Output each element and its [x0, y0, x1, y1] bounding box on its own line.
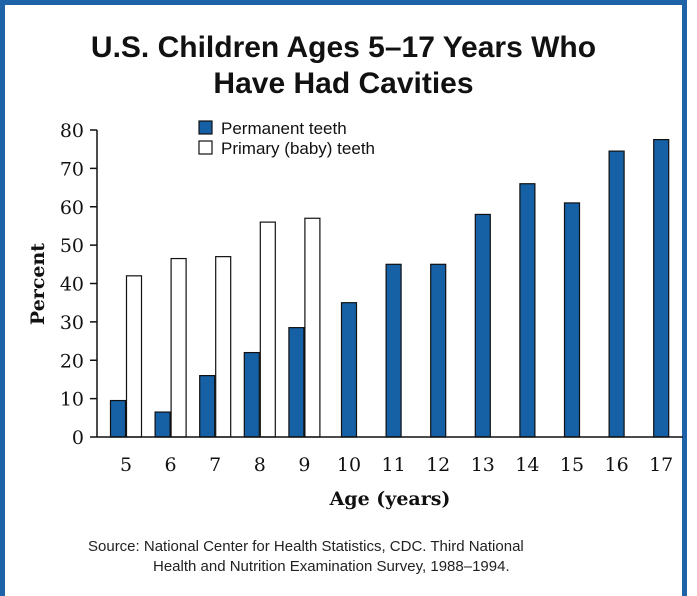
- chart-title: U.S. Children Ages 5–17 Years Who Have H…: [0, 30, 687, 102]
- y-tick-label: 60: [60, 197, 84, 219]
- y-tick-label: 30: [60, 312, 84, 334]
- x-tick-label: 15: [560, 454, 584, 476]
- bar-permanent-8: [243, 351, 260, 438]
- bar-permanent-11: [385, 263, 402, 438]
- source-note: Source: National Center for Health Stati…: [0, 537, 687, 577]
- bar-permanent-9: [288, 327, 305, 438]
- bar-permanent-7: [199, 375, 216, 438]
- x-tick-label: 5: [120, 454, 132, 476]
- x-tick-label: 8: [254, 454, 266, 476]
- chart-title-line-1: U.S. Children Ages 5–17 Years Who: [90, 31, 597, 64]
- x-tick-label: 13: [471, 454, 495, 476]
- bar-permanent-13: [474, 213, 491, 438]
- x-tick-label: 14: [515, 454, 539, 476]
- bar-permanent-17: [653, 138, 670, 438]
- x-tick-label: 9: [298, 454, 310, 476]
- bar-primary-8: [259, 221, 276, 438]
- bars: [109, 138, 670, 438]
- x-tick-label: 16: [605, 454, 629, 476]
- x-tick-label: 10: [337, 454, 361, 476]
- bar-permanent-15: [563, 202, 581, 438]
- chart-title-line-2: Have Had Cavities: [213, 67, 474, 100]
- x-axis-ticks: 5 6 7 8 9 10 11 12 13 14 15 16 17: [120, 454, 673, 476]
- x-tick-label: 7: [209, 454, 221, 476]
- legend: Permanent teeth Primary (baby) teeth: [198, 119, 375, 158]
- y-tick-label: 70: [60, 158, 84, 180]
- source-line-2: Health and Nutrition Examination Survey,…: [153, 558, 510, 575]
- y-tick-label: 0: [72, 427, 84, 449]
- bar-permanent-5: [109, 399, 127, 438]
- x-tick-label: 6: [165, 454, 177, 476]
- y-tick-label: 20: [60, 350, 84, 372]
- x-tick-label: 17: [649, 454, 673, 476]
- bar-primary-9: [304, 217, 321, 438]
- y-tick-label: 40: [60, 274, 84, 296]
- y-tick-label: 80: [60, 120, 84, 142]
- y-tick-label: 50: [60, 235, 84, 257]
- bar-primary-7: [215, 256, 232, 438]
- source-line-1: Source: National Center for Health Stati…: [88, 538, 524, 555]
- y-axis-title: Percent: [27, 243, 49, 325]
- bar-permanent-14: [519, 183, 536, 438]
- bar-permanent-10: [340, 302, 358, 438]
- legend-swatch-primary: [198, 140, 213, 155]
- x-tick-label: 11: [382, 454, 406, 476]
- x-tick-label: 12: [426, 454, 450, 476]
- bar-permanent-16: [608, 150, 625, 438]
- x-axis-title: Age (years): [329, 488, 451, 510]
- legend-swatch-permanent: [198, 120, 213, 135]
- bar-permanent-12: [430, 263, 447, 438]
- legend-label-permanent: Permanent teeth: [221, 119, 347, 138]
- y-axis-ticks: 0 10 20 30 40 50 60 70 80: [60, 120, 97, 449]
- y-tick-label: 10: [60, 389, 84, 411]
- bar-permanent-6: [154, 411, 171, 438]
- bar-primary-6: [170, 257, 187, 438]
- legend-label-primary: Primary (baby) teeth: [221, 139, 375, 158]
- bar-primary-5: [125, 275, 143, 438]
